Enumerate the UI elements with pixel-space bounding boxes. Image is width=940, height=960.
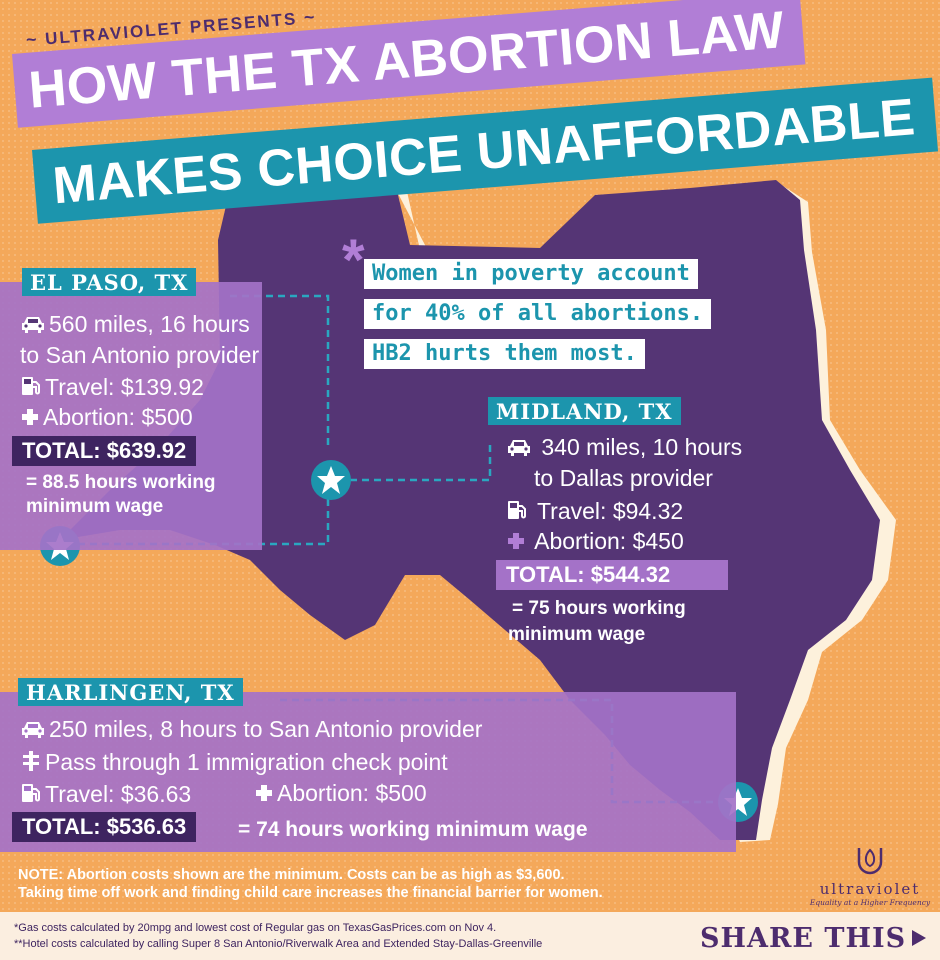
- harlingen-travel-text: Travel: $36.63: [45, 781, 192, 807]
- midland-travel-line: Travel: $94.32: [506, 499, 683, 523]
- midland-abortion-line: Abortion: $450: [506, 530, 684, 553]
- el-paso-travel-line: Travel: $139.92: [20, 375, 204, 399]
- midland-abortion-text: Abortion: $450: [534, 528, 684, 554]
- note-line-1: NOTE: Abortion costs shown are the minim…: [18, 867, 565, 883]
- el-paso-abortion-line: Abortion: $500: [20, 406, 193, 429]
- midland-wage-line-2: minimum wage: [508, 624, 646, 645]
- ultraviolet-logo-icon: [857, 848, 883, 875]
- gas-pump-icon: [22, 377, 40, 395]
- brand-block: ultraviolet Equality at a Higher Frequen…: [808, 842, 932, 907]
- car-icon: [508, 440, 530, 456]
- el-paso-wage-line-1: = 88.5 hours working: [26, 472, 216, 493]
- midland-city-label: MIDLAND, TX: [488, 397, 681, 425]
- harlingen-travel-line: Travel: $36.63: [20, 782, 191, 806]
- note-line-2: Taking time off work and finding child c…: [18, 885, 603, 902]
- note: NOTE: Abortion costs shown are the minim…: [18, 866, 818, 902]
- el-paso-city-label: EL PASO, TX: [22, 268, 197, 296]
- el-paso-total: TOTAL: $639.92: [12, 436, 197, 467]
- harlingen-distance-line: 250 miles, 8 hours to San Antonio provid…: [20, 718, 482, 741]
- el-paso-abortion-text: Abortion: $500: [43, 404, 193, 430]
- harlingen-city-label: HARLINGEN, TX: [18, 678, 243, 706]
- signpost-icon: [23, 751, 39, 771]
- gas-pump-icon: [22, 784, 40, 802]
- midland-route: [350, 440, 492, 482]
- midland-distance-text: 340 miles, 10 hours: [541, 434, 743, 460]
- midland-wage-line-1: = 75 hours working: [512, 598, 686, 619]
- car-icon: [22, 317, 44, 333]
- quote-line-2: for 40% of all abortions.: [364, 299, 712, 330]
- footnote-2: **Hotel costs calculated by calling Supe…: [14, 938, 543, 950]
- car-icon: [22, 722, 44, 738]
- brand-tagline: Equality at a Higher Frequency: [809, 898, 931, 907]
- harlingen-checkpoint-text: Pass through 1 immigration check point: [45, 749, 448, 775]
- harlingen-wage: = 74 hours working minimum wage: [238, 818, 588, 841]
- el-paso-distance-text: 560 miles, 16 hours: [49, 311, 250, 337]
- plus-icon: [22, 409, 38, 425]
- midland-total: TOTAL: $544.32: [496, 560, 728, 591]
- star-marker-midland: [311, 460, 351, 500]
- plus-icon: [256, 785, 272, 801]
- play-arrow-icon: [912, 930, 927, 946]
- el-paso-travel-text: Travel: $139.92: [45, 374, 204, 400]
- gas-pump-icon: [508, 501, 526, 519]
- footnote-1: *Gas costs calculated by 20mpg and lowes…: [14, 922, 497, 934]
- el-paso-distance-line-1: 560 miles, 16 hours: [20, 313, 250, 336]
- quote-line-1: Women in poverty account: [364, 259, 698, 290]
- quote-line-3: HB2 hurts them most.: [364, 339, 645, 370]
- harlingen-total: TOTAL: $536.63: [12, 812, 197, 843]
- el-paso-wage-line-2: minimum wage: [26, 496, 164, 517]
- midland-distance-line-1: 340 miles, 10 hours: [506, 436, 742, 459]
- share-label: SHARE THIS: [700, 923, 907, 954]
- el-paso-distance-line-2: to San Antonio provider: [20, 342, 260, 368]
- footer: [0, 912, 940, 960]
- midland-distance-line-2: to Dallas provider: [534, 465, 713, 491]
- harlingen-abortion-line: Abortion: $500: [254, 782, 427, 805]
- harlingen-distance-text: 250 miles, 8 hours to San Antonio provid…: [49, 716, 483, 742]
- share-button[interactable]: SHARE THIS: [700, 923, 928, 954]
- el-paso-route: [230, 294, 330, 448]
- harlingen-checkpoint-line: Pass through 1 immigration check point: [20, 750, 448, 774]
- harlingen-abortion-text: Abortion: $500: [277, 780, 427, 806]
- midland-travel-text: Travel: $94.32: [536, 498, 684, 524]
- asterisk-icon: *: [342, 228, 365, 293]
- brand-name: ultraviolet: [819, 880, 921, 898]
- plus-icon: [508, 533, 524, 549]
- el-paso-link: [78, 484, 330, 546]
